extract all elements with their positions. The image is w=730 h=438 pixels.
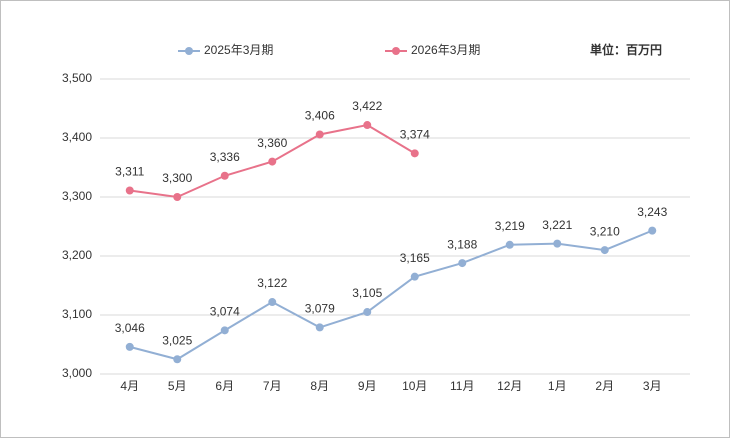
legend-marker	[392, 47, 400, 55]
data-label: 3,188	[447, 237, 477, 251]
x-tick-label: 9月	[358, 379, 377, 393]
y-tick-label: 3,300	[62, 189, 92, 203]
x-tick-label: 5月	[168, 379, 187, 393]
data-point	[363, 308, 372, 317]
x-tick-label: 2月	[595, 379, 614, 393]
x-tick-label: 4月	[120, 379, 139, 393]
data-point	[173, 355, 182, 364]
data-label: 3,422	[352, 99, 382, 113]
y-tick-label: 3,400	[62, 130, 92, 144]
x-tick-label: 11月	[450, 379, 474, 393]
data-point	[363, 121, 372, 130]
data-point	[410, 272, 419, 281]
x-tick-label: 12月	[497, 379, 522, 393]
data-label: 3,105	[352, 286, 382, 300]
data-point	[268, 157, 277, 166]
data-label: 3,210	[590, 224, 620, 238]
data-point	[505, 240, 514, 249]
data-label: 3,374	[400, 128, 430, 142]
data-point	[553, 239, 562, 248]
data-point	[648, 226, 657, 235]
x-tick-label: 10月	[402, 379, 427, 393]
data-label: 3,360	[257, 136, 287, 150]
x-tick-label: 8月	[310, 379, 329, 393]
data-point	[600, 246, 609, 255]
x-tick-label: 3月	[643, 379, 662, 393]
data-label: 3,219	[495, 219, 525, 233]
y-tick-label: 3,000	[62, 366, 92, 380]
data-point	[315, 130, 324, 139]
data-point	[458, 259, 467, 268]
data-label: 3,311	[115, 165, 144, 179]
x-tick-label: 1月	[548, 379, 567, 393]
data-label: 3,243	[637, 205, 667, 219]
data-point	[173, 193, 182, 201]
data-label: 3,079	[305, 302, 335, 316]
data-label: 3,046	[115, 321, 145, 335]
legend-label: 2025年3月期	[204, 43, 273, 57]
legend-marker	[185, 47, 193, 55]
x-tick-label: 7月	[263, 379, 282, 393]
data-label: 3,300	[162, 171, 192, 185]
data-label: 3,025	[162, 333, 192, 347]
x-tick-label: 6月	[215, 379, 234, 393]
data-label: 3,074	[210, 305, 240, 319]
legend-label: 2026年3月期	[411, 43, 480, 57]
y-tick-label: 3,100	[62, 307, 92, 321]
data-label: 3,406	[305, 109, 335, 123]
y-tick-label: 3,200	[62, 248, 92, 262]
unit-annotation: 単位：百万円	[590, 42, 662, 57]
series-line	[129, 229, 653, 361]
data-point	[220, 326, 229, 335]
data-point	[268, 298, 277, 307]
data-label: 3,336	[210, 150, 240, 164]
data-label: 3,221	[542, 218, 572, 232]
data-point	[410, 149, 419, 158]
data-point	[220, 171, 229, 180]
y-tick-label: 3,500	[62, 71, 92, 85]
data-point	[125, 342, 134, 351]
data-point	[125, 186, 134, 195]
data-point	[315, 323, 324, 332]
data-label: 3,122	[257, 276, 287, 290]
data-label: 3,165	[400, 251, 430, 265]
